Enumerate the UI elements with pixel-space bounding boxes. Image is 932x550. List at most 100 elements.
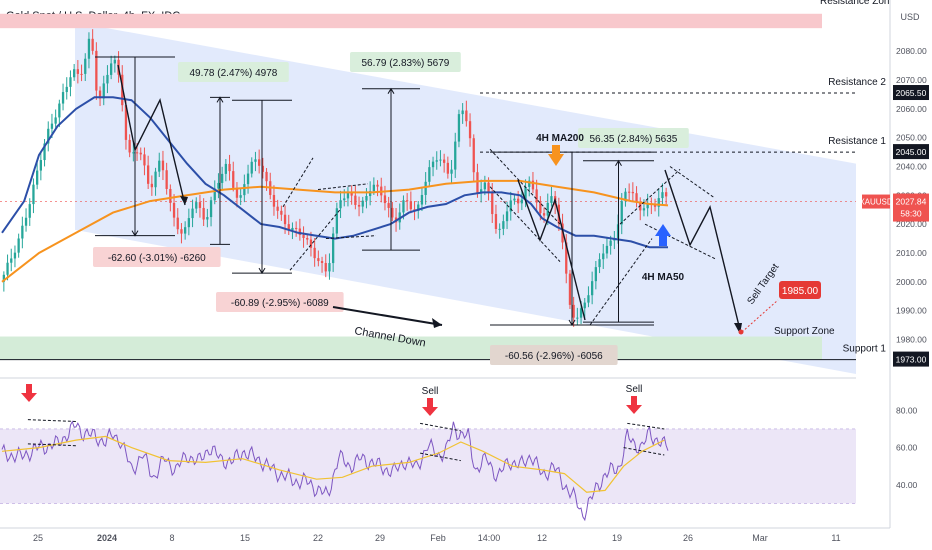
candle xyxy=(6,254,9,281)
candle xyxy=(150,175,153,196)
level-label-resistance-1: Resistance 1 xyxy=(828,136,886,147)
candle-body xyxy=(591,281,594,296)
candle-body xyxy=(513,198,516,201)
candle-body xyxy=(480,189,483,193)
symbol-tag xyxy=(862,194,890,209)
candle-body xyxy=(391,207,394,218)
sell-arrow-1-head xyxy=(21,393,37,402)
candle-body xyxy=(143,154,146,166)
candle-body xyxy=(158,160,161,172)
candle-body xyxy=(306,238,309,240)
candle-body xyxy=(361,200,364,207)
candle-body xyxy=(39,160,42,171)
candle xyxy=(217,173,220,199)
time-tick-label: 19 xyxy=(612,533,622,543)
measure-6-label-box xyxy=(490,345,618,365)
candle-body xyxy=(250,161,253,174)
candle xyxy=(239,188,242,206)
candle-body xyxy=(191,208,194,219)
candle xyxy=(69,70,72,97)
candle xyxy=(13,245,17,268)
candle-body xyxy=(198,202,202,208)
candle xyxy=(221,166,224,190)
candle-body xyxy=(221,173,224,183)
measure-3-arrow xyxy=(258,267,266,275)
candle xyxy=(320,256,324,273)
candle xyxy=(635,186,638,208)
candle-body xyxy=(246,173,250,185)
candle xyxy=(110,55,113,80)
resistance-zone-band xyxy=(0,13,822,29)
candle-body xyxy=(402,200,405,213)
candle xyxy=(258,149,261,174)
candle-body xyxy=(76,69,79,74)
candle xyxy=(28,198,31,226)
candle xyxy=(98,86,102,107)
candle-body xyxy=(135,152,139,154)
candle xyxy=(43,139,46,167)
ma50-arrow-head xyxy=(655,224,671,236)
candle-body xyxy=(332,233,335,264)
candle xyxy=(280,205,283,221)
candle xyxy=(39,151,42,181)
sell-arrow-2-shaft xyxy=(427,398,433,407)
candle-body xyxy=(642,208,646,211)
level-tag xyxy=(893,144,929,160)
candle-body xyxy=(535,189,538,203)
candle-body xyxy=(147,165,150,184)
candle-body xyxy=(202,207,205,220)
candle-body xyxy=(328,263,331,272)
candle xyxy=(198,194,202,218)
candle xyxy=(261,157,264,179)
candle-body xyxy=(235,187,239,198)
candle-body xyxy=(542,213,546,216)
candle-body xyxy=(165,170,168,189)
candle-body xyxy=(420,194,424,205)
time-tick-label: 11 xyxy=(831,533,840,543)
candle xyxy=(36,161,39,190)
level-tag-label: 2065.50 xyxy=(896,88,927,98)
candle xyxy=(161,150,165,181)
candle xyxy=(276,199,279,219)
candle xyxy=(309,231,313,257)
time-tick-label: 8 xyxy=(169,533,174,543)
flag2-top xyxy=(317,183,369,191)
candle xyxy=(80,64,83,82)
price-tick-label: 2020.00 xyxy=(896,219,927,229)
candle-body xyxy=(124,105,128,140)
candle xyxy=(505,201,509,230)
rsi-flag1-top xyxy=(27,419,77,422)
candle xyxy=(84,53,87,82)
candle-body xyxy=(343,198,346,201)
candle-body xyxy=(36,170,39,185)
measure-5-label: 56.35 (2.84%) 5635 xyxy=(589,134,677,145)
target-connector xyxy=(741,299,779,333)
candle xyxy=(21,216,24,249)
measure-4-arrow xyxy=(387,87,395,94)
candle-body xyxy=(84,58,87,74)
candle-body xyxy=(73,69,76,78)
candle xyxy=(509,191,512,221)
rise-bottom xyxy=(589,238,653,326)
zigzag-2 xyxy=(517,179,586,321)
candle-body xyxy=(602,253,605,260)
candle xyxy=(550,186,553,207)
candle-body xyxy=(98,90,102,99)
target-price-box xyxy=(779,281,821,299)
measure-2-label: 49.78 (2.47%) 4978 xyxy=(189,68,277,79)
candle-body xyxy=(502,221,505,229)
candle-body xyxy=(261,165,264,172)
zigzag-1-head xyxy=(180,196,188,205)
level-tag xyxy=(893,351,929,367)
symbol-tag-label: XAUUSD xyxy=(859,198,893,207)
candle-body xyxy=(132,152,135,154)
candle xyxy=(58,99,61,128)
candle-body xyxy=(639,202,642,211)
candle-body xyxy=(376,184,379,187)
measure-2-arrow xyxy=(216,96,224,103)
candle xyxy=(87,32,91,69)
candle xyxy=(350,185,353,205)
candle-body xyxy=(280,210,283,215)
candle xyxy=(535,179,538,213)
